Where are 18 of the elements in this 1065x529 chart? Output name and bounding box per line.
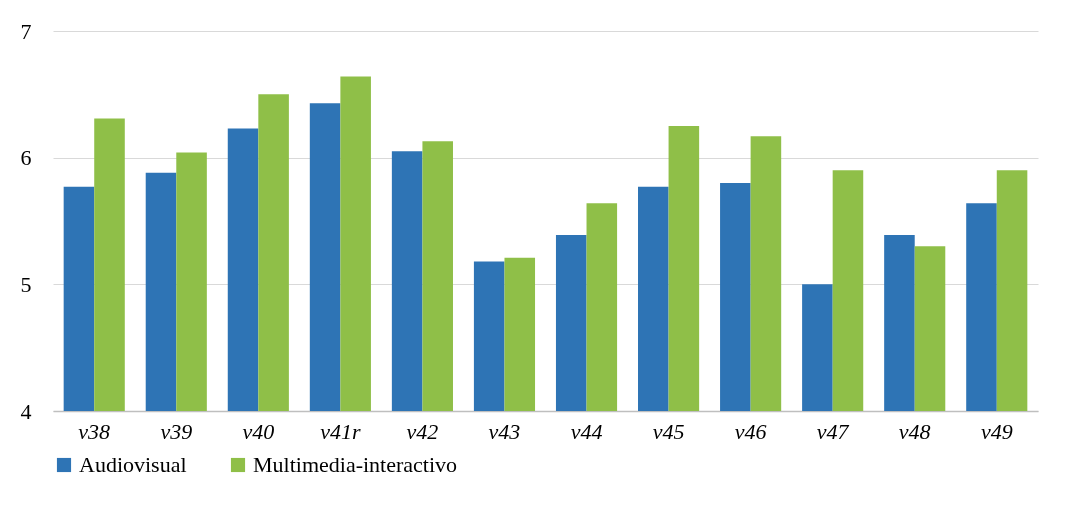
x-tick-label: v41r	[320, 418, 361, 444]
x-tick-label: v46	[734, 418, 767, 444]
x-tick-label: v47	[816, 418, 850, 444]
x-tick-label: v45	[652, 418, 685, 444]
y-tick-label: 5	[20, 271, 32, 297]
x-tick-label: v43	[488, 418, 521, 444]
x-tick-label: v39	[160, 418, 193, 444]
x-tick-label: v49	[980, 418, 1013, 444]
x-tick-label: v48	[898, 418, 931, 444]
x-tick-label: v42	[406, 418, 439, 444]
legend-label: Multimedia-interactivo	[253, 452, 458, 477]
y-tick-label: 4	[20, 398, 32, 424]
y-tick-label: 6	[20, 145, 32, 171]
x-tick-label: v40	[242, 418, 275, 444]
x-tick-label: v44	[570, 418, 603, 444]
legend-label: Audiovisual	[79, 452, 187, 477]
y-tick-label: 7	[20, 18, 32, 44]
x-tick-label: v38	[78, 418, 111, 444]
